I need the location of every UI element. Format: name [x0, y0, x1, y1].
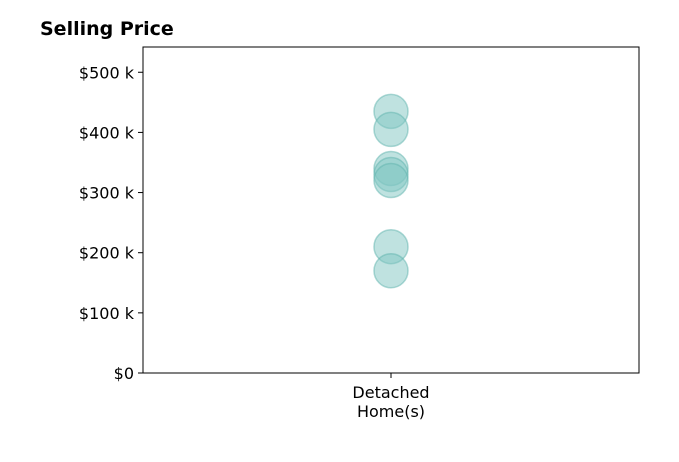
y-tick-label: $400 k [79, 123, 135, 142]
data-points [373, 93, 409, 289]
data-point [373, 162, 409, 199]
y-axis: $0 $100 k $200 k $300 k $400 k $500 k [79, 63, 143, 383]
x-tick-label: Detached Home(s) [352, 383, 429, 421]
plot-frame [142, 46, 640, 374]
chart-title: Selling Price [40, 18, 174, 40]
y-tick-label: $100 k [79, 304, 135, 323]
y-tick-label: $200 k [79, 244, 135, 263]
x-axis: Detached Home(s) [352, 373, 430, 421]
y-tick-label: $300 k [79, 184, 135, 203]
data-point [373, 252, 409, 289]
data-point [373, 111, 409, 148]
y-tick-label: $0 [114, 364, 134, 383]
y-tick-label: $500 k [79, 63, 135, 82]
